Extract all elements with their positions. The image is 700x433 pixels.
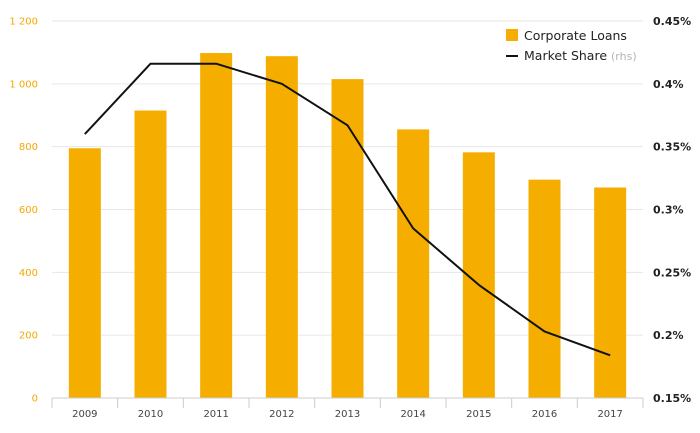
x-tick-label: 2010 [138,409,163,420]
bar-2016 [528,179,561,398]
axes [51,397,644,408]
right-tick-label: 0.2% [653,329,684,342]
x-axis-ticks: 2009 2010 2011 2012 2013 2014 2015 2016 2017 [72,409,623,420]
left-tick-label: 1 200 [9,17,38,28]
x-tick-label: 2015 [466,409,491,420]
right-tick-label: 0.4% [653,78,684,91]
right-tick-label: 0.15% [653,392,691,405]
bar-2009 [68,148,101,398]
right-tick-label: 0.45% [653,15,691,28]
legend: Corporate Loans Market Share (rhs) [506,28,637,63]
left-tick-label: 800 [19,142,38,153]
x-tick-label: 2016 [532,409,557,420]
left-tick-label: 1 000 [9,79,38,90]
right-tick-label: 0.25% [653,266,691,279]
bar-2013 [331,79,364,398]
left-tick-label: 400 [19,268,38,279]
right-tick-label: 0.3% [653,204,684,217]
left-tick-label: 0 [32,394,38,405]
bar-2010 [134,110,167,398]
x-tick-label: 2009 [72,409,97,420]
bar-2012 [265,56,298,398]
x-tick-label: 2012 [269,409,294,420]
legend-label-market-share-suffix: (rhs) [611,50,637,63]
market-share-line [84,62,611,357]
x-tick-label: 2011 [203,409,228,420]
x-tick-label: 2014 [400,409,425,420]
left-tick-label: 600 [19,205,38,216]
legend-label-market-share-name: Market Share [524,48,607,63]
market-share-line-group [84,62,611,357]
x-tick-label: 2013 [335,409,360,420]
bar-2017 [594,187,627,398]
legend-label-corporate-loans: Corporate Loans [524,28,627,43]
bar-2014 [397,129,430,398]
x-tick-label: 2017 [597,409,622,420]
corporate-loans-bars [68,53,627,399]
right-axis-ticks: 0.15% 0.2% 0.25% 0.3% 0.35% 0.4% 0.45% [653,15,691,405]
left-tick-label: 200 [19,331,38,342]
bar-2011 [200,53,233,399]
right-tick-label: 0.35% [653,141,691,154]
left-axis-ticks: 0 200 400 600 800 1 000 1 200 [9,17,38,405]
legend-label-market-share: Market Share (rhs) [524,48,637,63]
legend-swatch-corporate-loans [506,29,518,41]
